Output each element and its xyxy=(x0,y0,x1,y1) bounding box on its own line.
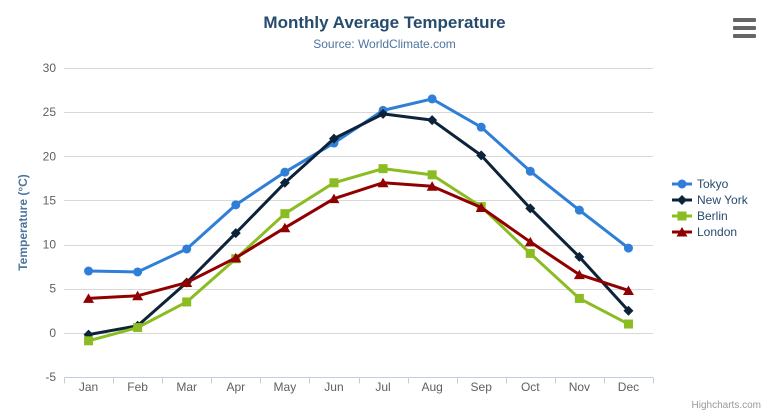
point-tokyo-may[interactable] xyxy=(280,167,290,177)
point-berlin-jan[interactable] xyxy=(84,336,94,346)
point-tokyo-aug[interactable] xyxy=(427,94,437,104)
point-london-oct[interactable] xyxy=(524,236,536,247)
point-london-jan[interactable] xyxy=(83,293,95,303)
point-new-york-oct[interactable] xyxy=(525,203,536,214)
export-menu-button[interactable] xyxy=(733,18,757,38)
legend-label: Berlin xyxy=(697,209,728,223)
point-london-sep[interactable] xyxy=(475,202,487,212)
legend-item-london[interactable]: London xyxy=(672,224,748,240)
point-tokyo-dec[interactable] xyxy=(623,243,633,253)
point-berlin-nov[interactable] xyxy=(574,293,584,303)
x-axis-label: Oct xyxy=(521,380,540,394)
y-axis-label: 25 xyxy=(43,105,57,119)
legend: Tokyo New York Berlin London xyxy=(672,176,748,240)
chart-title: Monthly Average Temperature xyxy=(263,13,506,32)
legend-label: London xyxy=(697,225,738,239)
legend-item-tokyo[interactable]: Tokyo xyxy=(672,176,748,192)
point-tokyo-nov[interactable] xyxy=(574,205,584,215)
y-axis-label: 0 xyxy=(49,326,56,340)
x-axis-label: Nov xyxy=(569,380,590,394)
series-line-berlin xyxy=(87,167,630,343)
point-berlin-dec[interactable] xyxy=(623,319,633,329)
legend-label: New York xyxy=(697,193,748,207)
point-tokyo-oct[interactable] xyxy=(525,166,535,176)
point-berlin-aug[interactable] xyxy=(427,170,437,180)
series-line-london xyxy=(87,181,630,300)
point-berlin-jul[interactable] xyxy=(378,164,388,174)
x-axis-label: Apr xyxy=(226,380,245,394)
triangle-marker-icon xyxy=(672,227,692,237)
point-tokyo-jan[interactable] xyxy=(84,266,94,276)
point-berlin-mar[interactable] xyxy=(182,297,192,307)
x-axis-label: Mar xyxy=(176,380,197,394)
hamburger-icon xyxy=(733,26,756,30)
point-new-york-sep[interactable] xyxy=(476,150,487,161)
x-axis-label: May xyxy=(274,380,297,394)
point-tokyo-sep[interactable] xyxy=(476,122,486,132)
x-axis-label: Jun xyxy=(324,380,343,394)
y-axis-label: 20 xyxy=(43,149,57,163)
point-berlin-oct[interactable] xyxy=(525,248,535,258)
hamburger-icon xyxy=(733,34,756,38)
x-axis-label: Feb xyxy=(127,380,148,394)
point-new-york-nov[interactable] xyxy=(574,251,585,262)
series-line-new-york xyxy=(87,112,630,337)
hamburger-icon xyxy=(733,18,756,22)
y-axis-label: 30 xyxy=(43,61,57,75)
legend-item-berlin[interactable]: Berlin xyxy=(672,208,748,224)
circle-marker-icon xyxy=(672,179,692,189)
chart-subtitle: Source: WorldClimate.com xyxy=(313,37,456,51)
y-axis-label: -5 xyxy=(45,370,56,384)
credits-link[interactable]: Highcharts.com xyxy=(691,400,761,411)
point-berlin-jun[interactable] xyxy=(329,178,339,188)
y-axis-label: 15 xyxy=(43,193,57,207)
point-tokyo-apr[interactable] xyxy=(231,200,241,210)
y-axis-label: 5 xyxy=(49,282,56,296)
point-london-aug[interactable] xyxy=(426,181,438,191)
point-london-nov[interactable] xyxy=(573,269,585,280)
square-marker-icon xyxy=(672,211,692,221)
point-new-york-may[interactable] xyxy=(279,177,290,188)
point-london-feb[interactable] xyxy=(132,290,144,301)
point-berlin-may[interactable] xyxy=(280,209,290,219)
legend-label: Tokyo xyxy=(697,177,729,191)
point-london-mar[interactable] xyxy=(181,277,193,288)
point-london-jun[interactable] xyxy=(328,193,340,204)
x-axis-label: Sep xyxy=(471,380,493,394)
point-london-may[interactable] xyxy=(279,222,291,233)
point-tokyo-mar[interactable] xyxy=(182,244,192,254)
legend-item-new-york[interactable]: New York xyxy=(672,192,748,208)
point-new-york-aug[interactable] xyxy=(427,115,438,126)
x-axis-label: Jan xyxy=(79,380,98,394)
x-axis-label: Aug xyxy=(421,380,442,394)
point-london-dec[interactable] xyxy=(622,285,634,295)
point-tokyo-feb[interactable] xyxy=(133,267,143,277)
x-axis-label: Jul xyxy=(375,380,390,394)
point-new-york-jul[interactable] xyxy=(378,108,389,119)
diamond-marker-icon xyxy=(672,195,692,205)
point-new-york-apr[interactable] xyxy=(230,228,241,239)
point-london-apr[interactable] xyxy=(230,252,242,263)
point-new-york-jun[interactable] xyxy=(328,133,339,144)
y-axis-label: 10 xyxy=(43,238,57,252)
point-berlin-feb[interactable] xyxy=(133,323,143,333)
x-axis-label: Dec xyxy=(618,380,639,394)
point-london-jul[interactable] xyxy=(377,177,389,188)
point-new-york-dec[interactable] xyxy=(623,305,634,316)
